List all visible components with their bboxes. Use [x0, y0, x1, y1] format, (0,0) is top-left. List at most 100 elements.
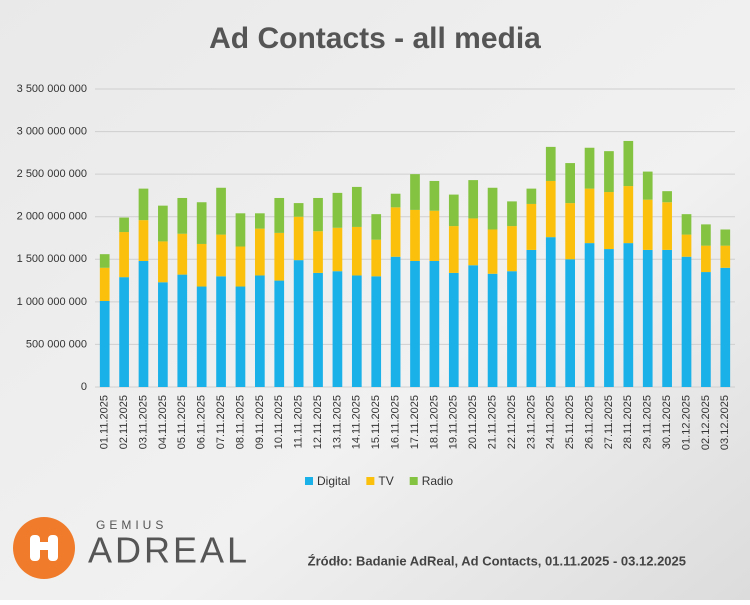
- bar-segment: [371, 239, 382, 277]
- bar-segment: [274, 197, 285, 233]
- bar-segment: [138, 220, 149, 261]
- bar-segment: [448, 194, 459, 227]
- logo: GEMIUS ADREAL: [13, 517, 247, 579]
- bar-segment: [410, 260, 420, 387]
- x-tick-label: 01.12.2025: [680, 395, 692, 450]
- x-tick-label: 30.11.2025: [661, 395, 673, 449]
- bar-segment: [720, 245, 731, 268]
- bar-segment: [196, 243, 207, 287]
- bar-segment: [662, 191, 672, 203]
- bar-segment: [313, 231, 323, 273]
- bar-segment: [642, 199, 653, 250]
- bar-segment: [119, 217, 129, 233]
- bar-segment: [604, 151, 614, 193]
- x-tick-label: 16.11.2025: [390, 395, 402, 449]
- x-tick-label: 04.11.2025: [157, 395, 169, 449]
- bar-segment: [138, 260, 149, 387]
- bar-segment: [507, 271, 517, 387]
- bar-segment: [526, 203, 537, 250]
- bar-segment: [448, 272, 459, 387]
- x-tick-label: 21.11.2025: [486, 395, 498, 449]
- bar-segment: [429, 260, 440, 387]
- x-tick-label: 28.11.2025: [622, 395, 634, 449]
- bar-segment: [604, 249, 614, 387]
- x-tick-label: 08.11.2025: [234, 395, 246, 449]
- legend-label: Digital: [317, 474, 350, 488]
- legend-swatch: [366, 477, 375, 485]
- bar-segment: [293, 203, 304, 217]
- bar-segment: [623, 140, 634, 187]
- bar-segment: [584, 147, 595, 189]
- bar-segment: [604, 192, 614, 250]
- bar-segment: [701, 245, 711, 273]
- x-tick-label: 06.11.2025: [196, 395, 208, 449]
- bar-segment: [390, 193, 401, 208]
- bar-segment: [158, 205, 168, 242]
- x-tick-label: 20.11.2025: [467, 395, 479, 449]
- bar-segment: [216, 234, 226, 277]
- source: Źródło: Badanie AdReal, Ad Contacts, 01.…: [308, 553, 686, 568]
- bar-segment: [196, 286, 207, 387]
- bar-segment: [138, 188, 149, 221]
- x-tick-label: 18.11.2025: [428, 395, 440, 449]
- bar-segment: [681, 214, 692, 235]
- legend-swatch: [305, 477, 313, 485]
- x-tick-label: 24.11.2025: [545, 395, 557, 449]
- x-tick-label: 23.11.2025: [525, 395, 537, 449]
- bar-segment: [158, 241, 168, 283]
- y-tick-label: 1 000 000 000: [17, 296, 87, 308]
- bar-segment: [99, 267, 110, 302]
- bar-segment: [293, 216, 304, 261]
- bar-segment: [681, 234, 692, 257]
- bar-segment: [332, 227, 343, 272]
- y-tick-label: 2 000 000 000: [17, 211, 87, 223]
- bar-segment: [332, 271, 343, 387]
- legend-swatch: [409, 477, 418, 485]
- x-tick-label: 07.11.2025: [215, 395, 227, 449]
- x-tick-label: 03.12.2025: [719, 395, 731, 450]
- x-tick-label: 02.11.2025: [118, 395, 130, 449]
- bar-segment: [158, 282, 168, 387]
- bar-segment: [662, 202, 672, 250]
- bar-segment: [99, 254, 110, 268]
- bar-segment: [507, 226, 517, 272]
- y-tick-label: 0: [81, 381, 87, 393]
- bar-segment: [429, 180, 440, 211]
- bar-segment: [584, 243, 595, 387]
- bar-segment: [448, 226, 459, 273]
- y-tick-label: 1 500 000 000: [17, 253, 87, 265]
- bar-segment: [177, 197, 188, 234]
- x-tick-label: 14.11.2025: [351, 395, 363, 449]
- bar-segment: [255, 213, 265, 229]
- bar-segment: [487, 187, 498, 230]
- x-tick-label: 22.11.2025: [506, 395, 518, 449]
- bar-segment: [351, 226, 362, 276]
- bar-segment: [584, 188, 595, 244]
- bar-segment: [720, 229, 731, 246]
- bar-segment: [216, 187, 226, 235]
- x-tick-label: 13.11.2025: [331, 395, 343, 449]
- x-tick-label: 12.11.2025: [312, 395, 324, 449]
- logo-icon: [48, 535, 58, 561]
- x-tick-label: 15.11.2025: [370, 395, 382, 449]
- x-tick-label: 03.11.2025: [137, 395, 149, 449]
- bar-segment: [545, 180, 556, 238]
- chart-title: Ad Contacts - all media: [209, 22, 541, 55]
- bar-segment: [351, 186, 362, 227]
- bar-segment: [235, 246, 246, 287]
- bar-segment: [351, 275, 362, 387]
- bar-segment: [526, 188, 537, 204]
- bar-segment: [468, 180, 479, 219]
- y-tick-label: 3 000 000 000: [17, 125, 87, 137]
- bar-segment: [293, 260, 304, 387]
- bar-segment: [235, 286, 246, 387]
- bar-segment: [623, 186, 634, 244]
- bar-segment: [177, 233, 188, 275]
- x-tick-label: 19.11.2025: [448, 395, 460, 449]
- x-tick-label: 09.11.2025: [254, 395, 266, 449]
- bar-segment: [565, 259, 575, 387]
- bar-segment: [662, 249, 672, 387]
- bar-segment: [565, 163, 575, 204]
- bar-segment: [507, 201, 517, 227]
